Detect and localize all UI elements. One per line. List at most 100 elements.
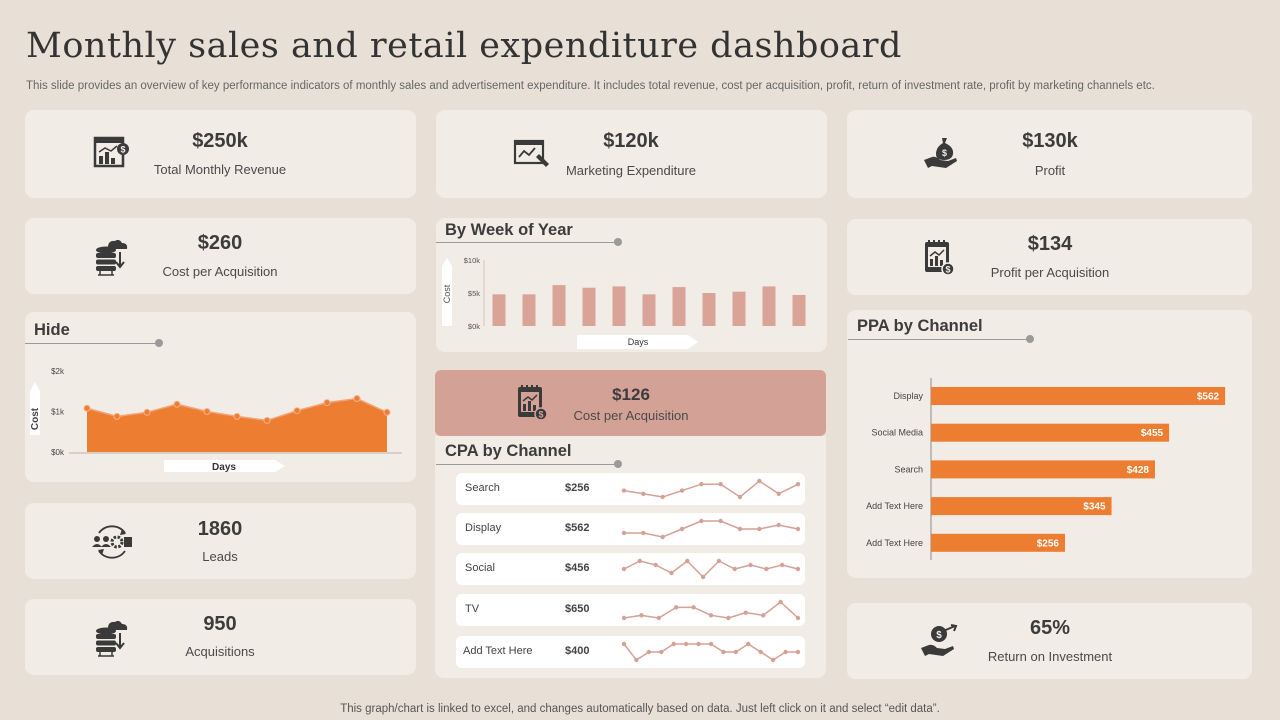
sparkline-point xyxy=(779,562,785,568)
sparkline-point xyxy=(795,615,801,621)
cpa-channel-title: CPA by Channel xyxy=(445,442,572,460)
kpi-value: $250k xyxy=(192,130,248,152)
cpa-row[interactable]: TV $650 xyxy=(456,594,805,626)
sparkline-point xyxy=(737,494,743,500)
data-point xyxy=(383,408,391,416)
kpi-value: $134 xyxy=(1027,233,1073,255)
x-axis-label-banner xyxy=(164,460,285,472)
bar xyxy=(792,294,806,326)
cpa-row[interactable]: Add Text Here $400 xyxy=(456,636,805,668)
kpi-card-profit[interactable]: $ $130k Profit xyxy=(847,110,1252,198)
sparkline-point xyxy=(696,641,701,647)
bar xyxy=(931,460,1155,479)
area-fill xyxy=(87,398,387,452)
sparkline-point xyxy=(795,526,801,532)
category-label: Search xyxy=(894,464,923,474)
category-label: Add Text Here xyxy=(866,501,923,511)
sparkline-line xyxy=(624,520,799,538)
kpi-value: $126 xyxy=(612,385,650,404)
sparkline-point xyxy=(641,530,646,536)
sparkline-point xyxy=(737,526,743,532)
data-label: $428 xyxy=(1127,465,1150,476)
sparkline-point xyxy=(718,482,723,487)
data-label: $562 xyxy=(1197,392,1220,403)
section-dot xyxy=(155,339,163,347)
sparkline-point xyxy=(748,562,753,568)
bar xyxy=(702,293,716,326)
sparkline-line xyxy=(623,560,799,579)
bar xyxy=(931,533,1065,552)
sparkline-point xyxy=(718,518,723,524)
data-point xyxy=(233,412,241,420)
sparkline xyxy=(621,641,801,663)
cloud-database-icon xyxy=(96,620,128,657)
sparkline-point xyxy=(621,615,627,621)
sparkline-point xyxy=(671,641,676,647)
kpi-value: 950 xyxy=(203,613,237,635)
kpi-card-cpa-highlight[interactable]: $ $126 Cost per Acquisition xyxy=(435,370,826,436)
week-chart-card xyxy=(436,218,827,352)
data-point xyxy=(173,400,181,408)
kpi-card-acquisitions[interactable]: 950 Acquisitions xyxy=(25,599,416,675)
kpi-label: Cost per Acquisition xyxy=(573,408,689,423)
sparkline-point xyxy=(699,482,704,487)
kpi-value: $130k xyxy=(1022,130,1078,152)
section-divider xyxy=(436,464,618,465)
cpa-row[interactable]: Social $456 xyxy=(456,553,805,585)
bar xyxy=(522,294,536,326)
kpi-value: 1860 xyxy=(197,518,243,540)
bar xyxy=(612,286,626,326)
y-tick-label: $0k xyxy=(51,448,65,457)
sparkline-point xyxy=(639,613,644,618)
sparkline-point xyxy=(795,482,801,487)
bar xyxy=(732,291,746,326)
data-label: $256 xyxy=(1037,538,1060,549)
section-dot xyxy=(614,460,622,468)
kpi-label: Marketing Expenditure xyxy=(565,163,697,178)
sparkline-point xyxy=(761,613,766,618)
cpa-channel-name: Display xyxy=(465,522,502,534)
kpi-card-roi[interactable]: $ 65% Return on Investment xyxy=(847,603,1252,679)
svg-text:$: $ xyxy=(942,148,947,158)
kpi-card-ppa[interactable]: $ $134 Profit per Acquisition xyxy=(847,219,1252,295)
bar xyxy=(931,497,1112,516)
sparkline-point xyxy=(726,615,731,621)
sparkline-point xyxy=(708,613,714,618)
kpi-card-marketing[interactable]: $120k Marketing Expenditure xyxy=(436,110,827,198)
kpi-value: $120k xyxy=(603,130,659,152)
ppa-channel-card xyxy=(847,310,1252,578)
ppa-bar-chart[interactable]: $562 Display $455 Social Media $428 Search $34… xyxy=(848,370,1248,570)
y-tick-label: $1k xyxy=(51,408,65,417)
kpi-card-cpa[interactable]: $260 Cost per Acquisition xyxy=(25,218,416,294)
sparkline-point xyxy=(776,522,781,528)
svg-text:$: $ xyxy=(120,145,125,155)
sparkline-point xyxy=(621,488,627,493)
sparkline-point xyxy=(778,599,783,605)
money-bag-hand-icon: $ xyxy=(924,138,957,168)
section-dot xyxy=(614,238,622,246)
sparkline xyxy=(621,518,801,540)
sparkline-point xyxy=(679,488,685,493)
financial-report-icon: $ xyxy=(925,240,955,276)
sparkline-point xyxy=(691,605,696,610)
sparkline-point xyxy=(659,649,664,655)
kpi-card-revenue[interactable]: $ $250k Total Monthly Revenue xyxy=(25,110,416,198)
area-chart-title: Hide xyxy=(34,321,70,339)
data-label: $455 xyxy=(1141,428,1164,439)
cpa-row[interactable]: Display $562 xyxy=(456,513,805,545)
week-bar-chart[interactable]: Cost $0k $5k $10k Days xyxy=(436,250,827,352)
marketing-chart-icon xyxy=(513,139,549,167)
sparkline-point xyxy=(708,641,714,647)
svg-text:$: $ xyxy=(936,630,942,641)
area-chart[interactable]: Cost $0k $1k $2k Days xyxy=(25,355,416,480)
y-axis-label-arrow xyxy=(442,258,452,326)
cloud-database-icon xyxy=(96,239,128,276)
sparkline-point xyxy=(637,558,643,564)
sparkline-point xyxy=(757,478,762,484)
footer-note: This graph/chart is linked to excel, and… xyxy=(340,703,940,715)
sparkline-point xyxy=(685,558,690,564)
sparkline-point xyxy=(621,566,627,572)
sparkline-point xyxy=(721,649,726,655)
kpi-card-leads[interactable]: 1860 Leads xyxy=(25,503,416,579)
cpa-row[interactable]: Search $256 xyxy=(456,473,805,505)
